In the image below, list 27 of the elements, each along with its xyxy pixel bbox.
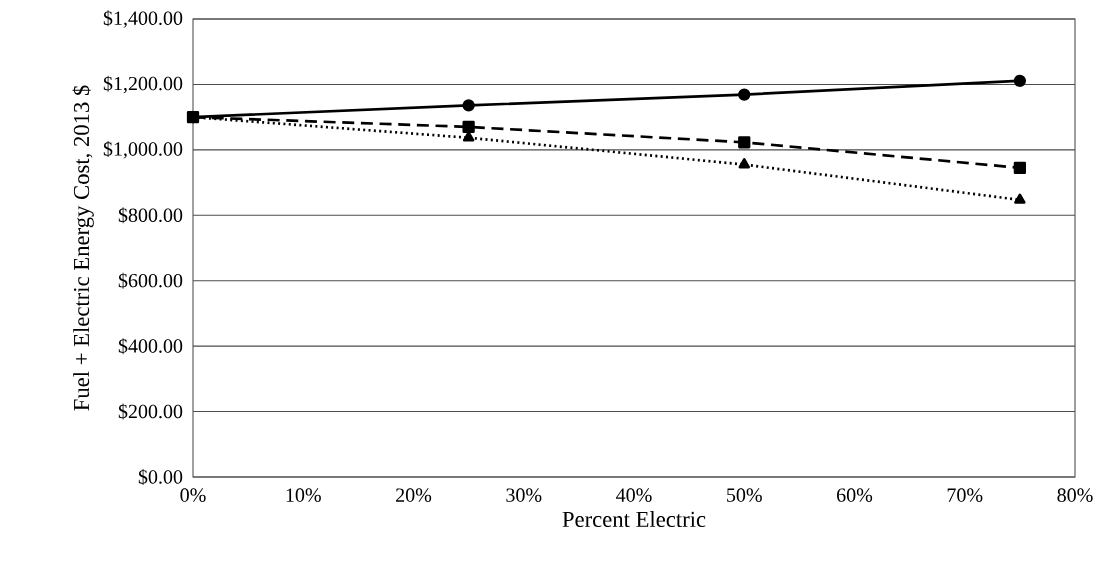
point bbox=[462, 120, 475, 134]
x-tick-label: 70% bbox=[947, 488, 983, 502]
y-tick-label: $200.00 bbox=[118, 403, 183, 420]
x-tick-label: 60% bbox=[837, 488, 873, 502]
x-tick-label: 50% bbox=[727, 488, 762, 502]
point bbox=[738, 88, 751, 101]
x-tick-label: 40% bbox=[616, 488, 652, 502]
x-tick-label: 80% bbox=[1057, 488, 1093, 502]
point bbox=[1014, 193, 1026, 204]
point bbox=[1013, 161, 1027, 174]
y-tick-label: $1,400.00 bbox=[103, 10, 183, 28]
point bbox=[462, 99, 475, 112]
y-tick-label: $400.00 bbox=[118, 338, 183, 355]
y-tick-label: $0.00 bbox=[138, 469, 183, 485]
y-tick-label: $800.00 bbox=[118, 207, 183, 224]
y-axis-title: Fuel + Electric Energy Cost, 2013 $ bbox=[72, 85, 94, 411]
point bbox=[1013, 74, 1027, 87]
y-tick-label: $1,200.00 bbox=[103, 75, 183, 94]
point bbox=[738, 136, 751, 149]
y-tick-label: $600.00 bbox=[118, 272, 183, 289]
x-tick-label: 20% bbox=[396, 488, 432, 502]
x-tick-label: 10% bbox=[286, 488, 321, 502]
x-tick-label: 30% bbox=[506, 488, 542, 502]
point bbox=[738, 158, 750, 169]
x-tick-label: 0% bbox=[180, 488, 206, 502]
x-axis-title: Percent Electric bbox=[562, 511, 706, 528]
y-tick-label: $1,000.00 bbox=[103, 141, 183, 159]
